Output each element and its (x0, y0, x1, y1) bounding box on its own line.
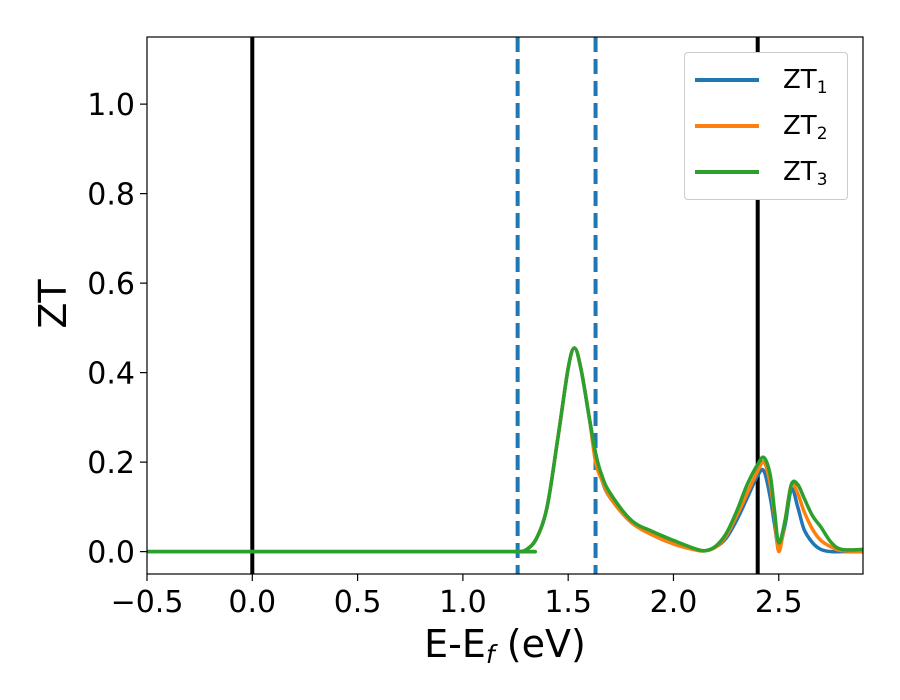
legend: ZT1 ZT2 ZT3 (684, 52, 848, 200)
y-tick-label: 0.8 (87, 178, 135, 213)
reference-lines (250, 37, 760, 574)
legend-label-zt1: ZT1 (783, 65, 828, 98)
y-tick-label: 0.6 (87, 267, 135, 302)
legend-swatch-zt1 (695, 78, 759, 82)
legend-label-zt2: ZT2 (783, 111, 828, 144)
plot-frame (146, 36, 864, 575)
x-axis-ticks: −0.5 0.0 0.5 1.0 1.5 2.0 2.5 (111, 574, 803, 620)
legend-item-zt1: ZT1 (685, 61, 849, 101)
y-tick-label: 1.0 (87, 88, 135, 123)
legend-item-zt2: ZT2 (685, 107, 849, 147)
y-tick-label: 0.2 (87, 446, 135, 481)
series-line-zt3 (146, 346, 864, 554)
legend-item-zt3: ZT3 (685, 153, 849, 193)
series-line-zt2 (146, 346, 864, 554)
x-axis-label: E-Ef (eV) (424, 622, 586, 669)
x-tick-label: 0.0 (228, 585, 276, 620)
series-line-zt1 (146, 346, 863, 554)
legend-swatch-zt2 (695, 124, 759, 128)
y-axis-ticks: 0.0 0.2 0.4 0.6 0.8 1.0 (87, 88, 147, 571)
y-axis-label: ZT (31, 279, 75, 329)
y-tick-label: 0.0 (87, 536, 135, 571)
x-tick-label: −0.5 (111, 585, 184, 620)
x-tick-label: 2.5 (755, 585, 803, 620)
x-tick-label: 1.5 (544, 585, 592, 620)
legend-label-zt3: ZT3 (783, 157, 828, 190)
x-tick-label: 2.0 (650, 585, 698, 620)
legend-swatch-zt3 (695, 170, 759, 174)
y-tick-label: 0.4 (87, 357, 135, 392)
series-lines (146, 346, 864, 554)
x-tick-label: 1.0 (439, 585, 487, 620)
x-tick-label: 0.5 (334, 585, 382, 620)
